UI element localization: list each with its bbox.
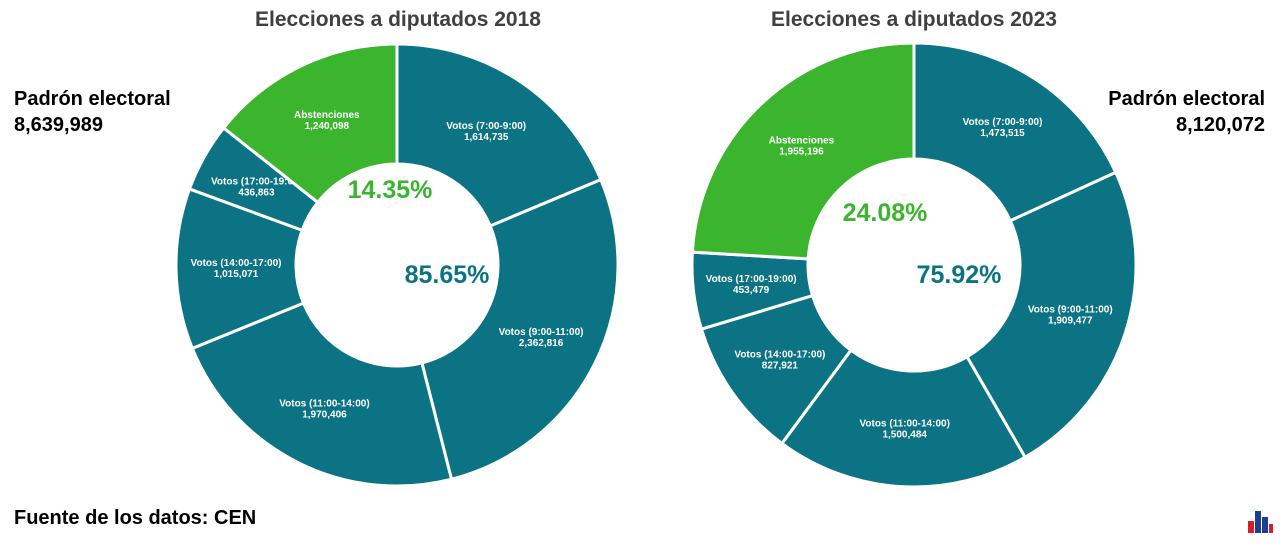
donut-chart-2018: Votos (7:00-9:00)1,614,735 Votos (9:00-11…	[174, 42, 620, 488]
slice-name-label: Votos (14:00-17:00)	[734, 349, 825, 360]
source-note: Fuente de los datos: CEN	[14, 507, 257, 529]
bar-logo-icon	[1248, 511, 1273, 533]
slice-name-label: Votos (9:00-11:00)	[499, 327, 584, 338]
votes-percentage: 85.65%	[405, 261, 490, 289]
padron-label-2018: Padrón electoral	[14, 88, 171, 110]
slice-value-label: 827,921	[762, 360, 799, 371]
donut-slice	[221, 42, 399, 205]
padron-label-2023: Padrón electoral	[1108, 88, 1265, 110]
abstention-percentage: 24.08%	[843, 199, 928, 227]
slice-name-label: Abstenciones	[294, 110, 360, 121]
votes-percentage: 75.92%	[917, 261, 1002, 289]
slice-value-label: 1,473,515	[980, 128, 1025, 139]
slice-value-label: 2,362,816	[519, 338, 564, 349]
donut-slice	[190, 301, 454, 488]
padron-value-2018: 8,639,989	[14, 114, 103, 136]
slice-value-label: 1,955,196	[779, 147, 824, 158]
donut-slice	[779, 348, 1028, 489]
slice-name-label: Abstenciones	[769, 136, 835, 147]
donut-chart-2023: Votos (7:00-9:00)1,473,515 Votos (9:00-11…	[690, 41, 1138, 489]
slice-name-label: Votos (11:00-14:00)	[860, 419, 950, 430]
padron-value-2023: 8,120,072	[1176, 114, 1265, 136]
slice-value-label: 1,240,098	[305, 121, 350, 132]
donut-slice	[690, 41, 916, 261]
donut-slice	[174, 187, 306, 351]
donut-slice	[964, 170, 1138, 460]
padron-2018: Padrón electoral 8,639,989	[14, 86, 171, 138]
slice-value-label: 1,015,071	[214, 269, 259, 280]
slice-value-label: 1,909,477	[1048, 316, 1093, 327]
abstention-percentage: 14.35%	[348, 176, 433, 204]
slice-value-label: 436,863	[238, 187, 275, 198]
donut-slice	[912, 41, 1118, 223]
slice-value-label: 1,970,406	[302, 410, 347, 421]
slice-name-label: Votos (11:00-14:00)	[279, 399, 369, 410]
slice-name-label: Votos (7:00-9:00)	[446, 121, 526, 132]
padron-2023: Padrón electoral 8,120,072	[1108, 86, 1265, 138]
chart-title-2023: Elecciones a diputados 2023	[771, 8, 1057, 31]
slice-name-label: Votos (17:00-19:00)	[211, 176, 302, 187]
chart-title-2018: Elecciones a diputados 2018	[255, 8, 541, 31]
slice-name-label: Votos (7:00-9:00)	[963, 117, 1043, 128]
slice-name-label: Votos (14:00-17:00)	[191, 258, 282, 269]
slice-name-label: Votos (9:00-11:00)	[1028, 305, 1113, 316]
slice-value-label: 1,614,735	[464, 132, 509, 143]
slice-value-label: 453,479	[733, 285, 770, 296]
slice-name-label: Votos (17:00-19:00)	[706, 274, 797, 285]
donut-slice	[395, 42, 603, 228]
slice-value-label: 1,500,484	[882, 430, 927, 441]
donut-slice	[420, 177, 620, 482]
